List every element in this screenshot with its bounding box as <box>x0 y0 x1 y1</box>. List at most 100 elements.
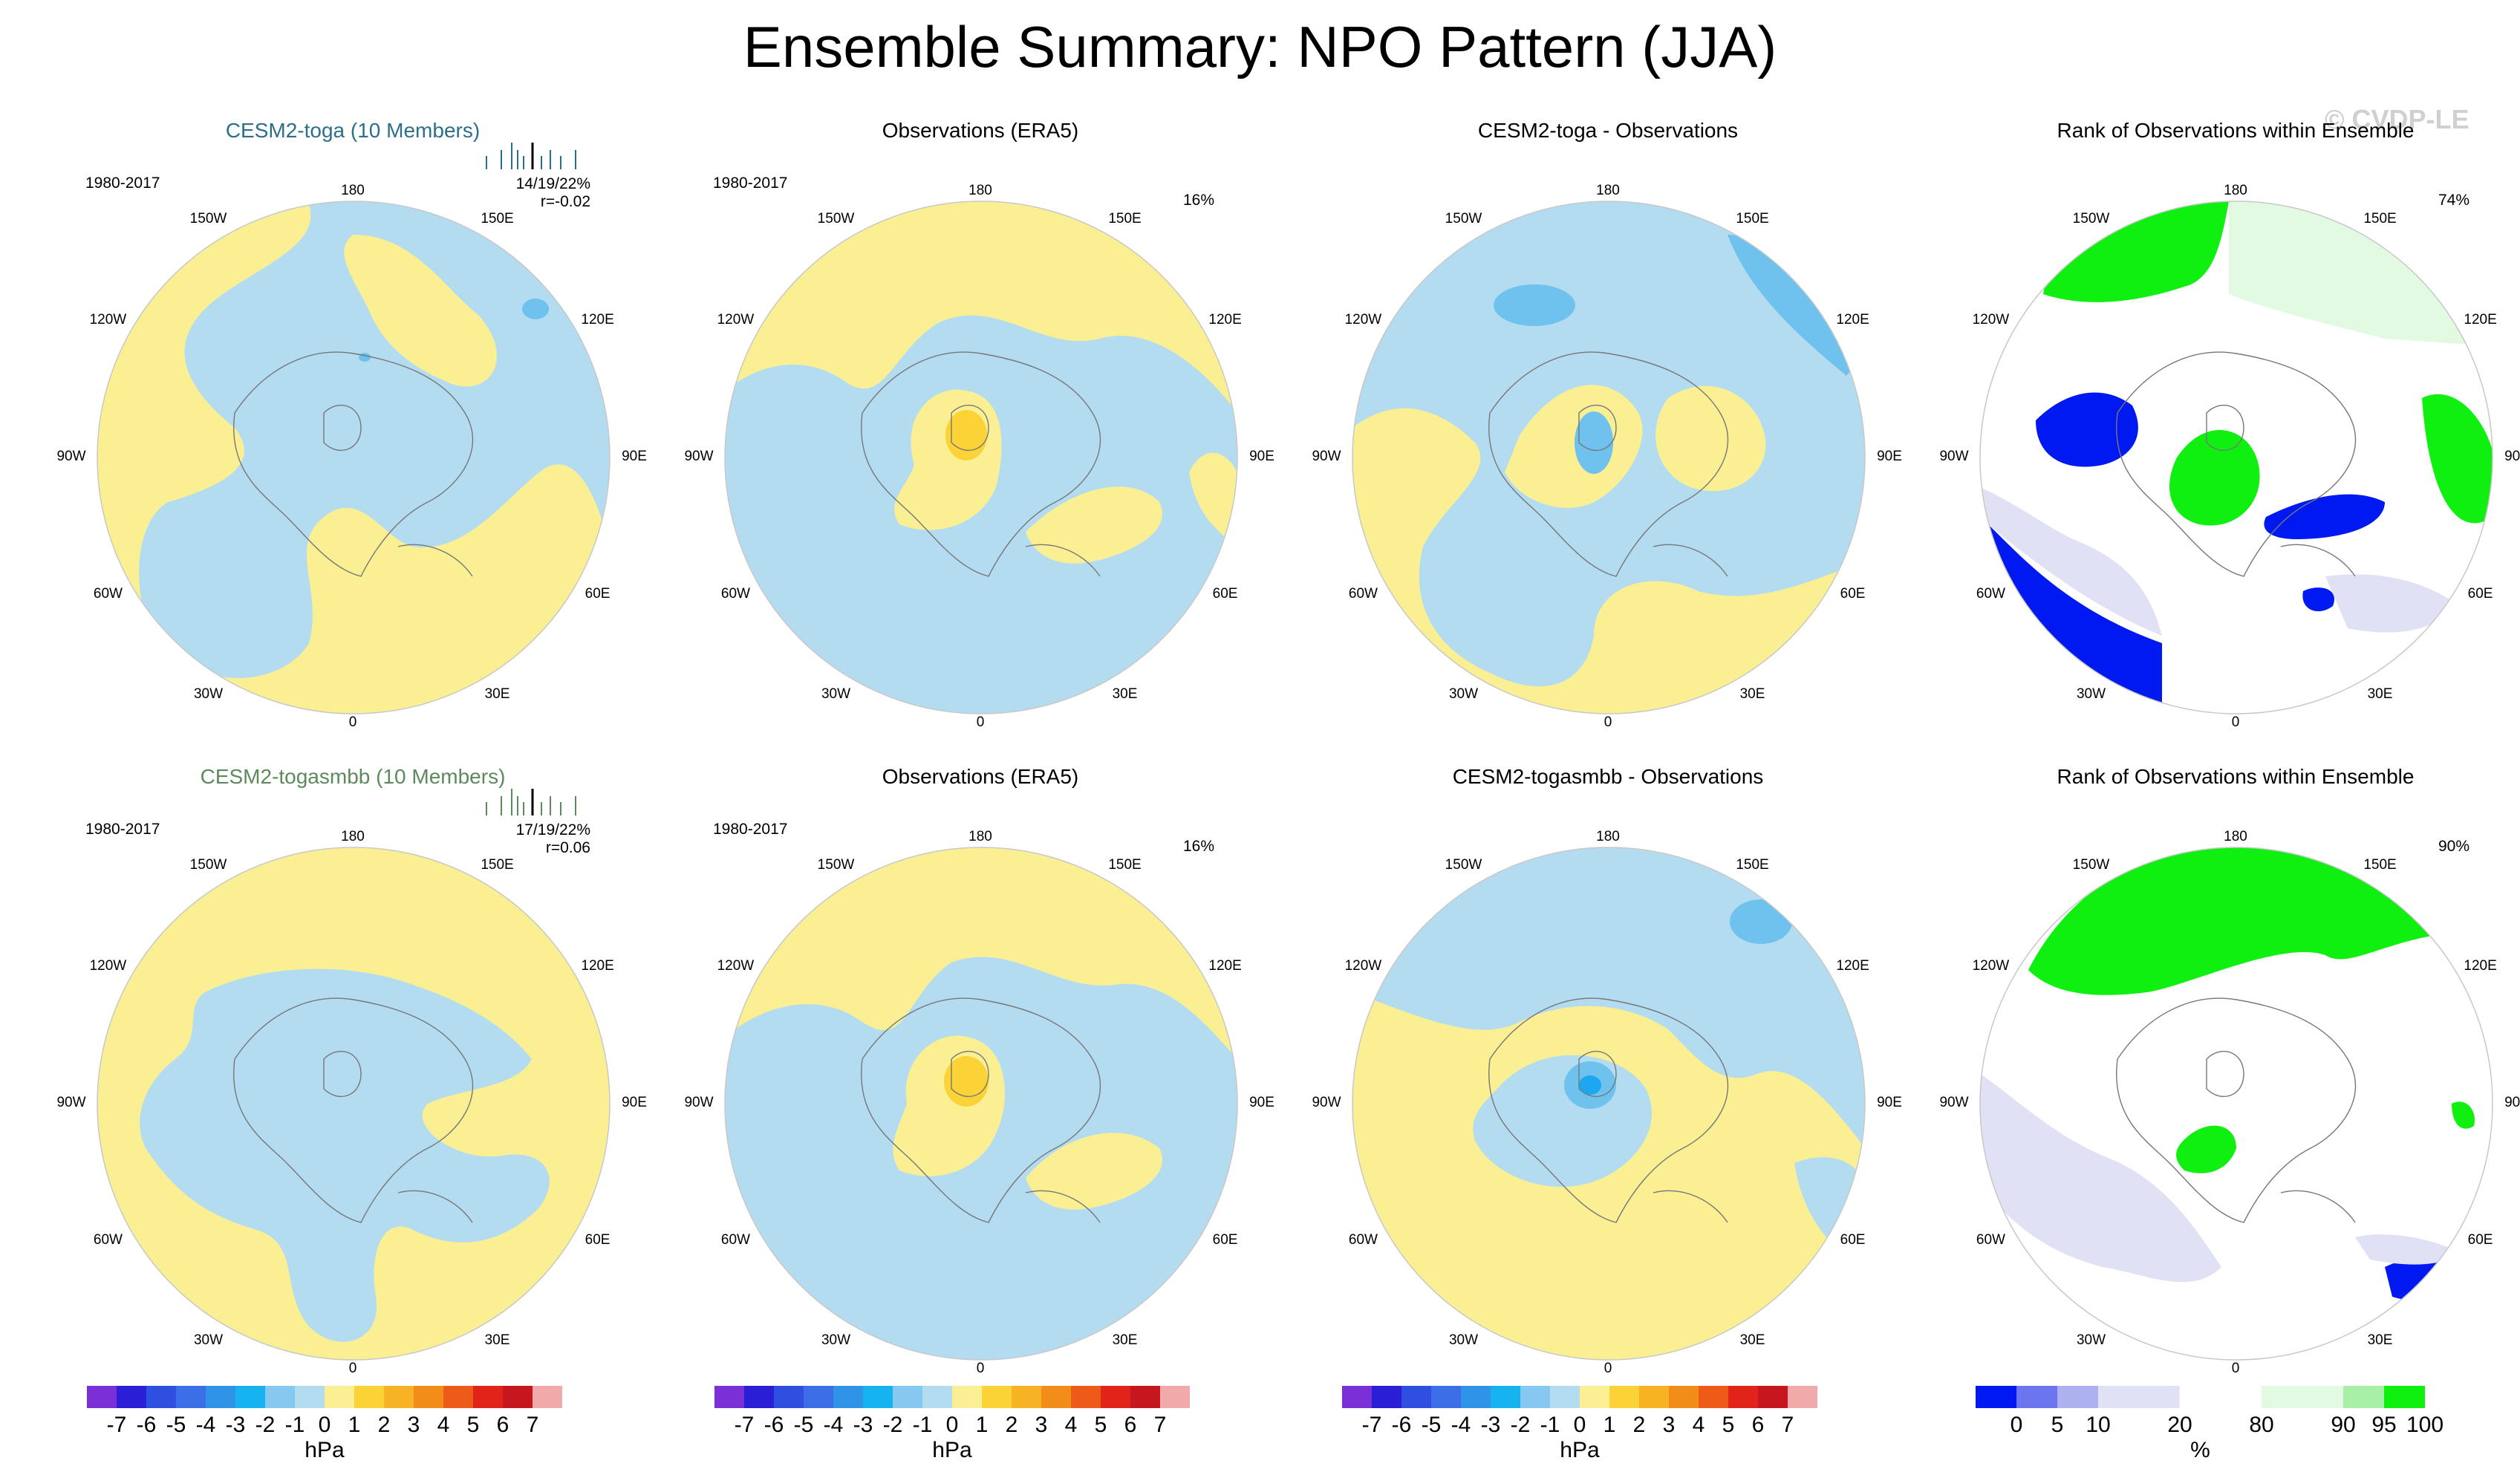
polar-map <box>1979 847 2493 1361</box>
colorbar-tick-label: 20 <box>2167 1413 2192 1437</box>
panel-title: CESM2-toga - Observations <box>1477 119 1739 142</box>
colorbar-tick-label: -4 <box>824 1413 844 1437</box>
longitude-label: 60E <box>1212 1231 1238 1248</box>
longitude-label: 180 <box>2224 183 2247 199</box>
coastline <box>861 997 1101 1223</box>
colorbar-tick-label: 5 <box>1722 1413 1735 1437</box>
colorbar-tick-label: -3 <box>1481 1413 1501 1437</box>
longitude-label: 120W <box>1344 957 1382 974</box>
longitude-label: 60W <box>93 1231 123 1248</box>
colorbar-tick-label: -3 <box>226 1413 246 1437</box>
longitude-label: 0 <box>348 714 357 730</box>
field-region <box>2043 201 2229 302</box>
panel-title: CESM2-togasmbb (10 Members) <box>200 765 506 788</box>
longitude-label: 60W <box>93 585 123 602</box>
field-region <box>2325 574 2459 633</box>
longitude-label: 60W <box>720 1231 750 1248</box>
colorbar-tick-label: -4 <box>196 1413 216 1437</box>
colorbar-swatch <box>414 1386 443 1408</box>
field-region <box>1505 385 1643 508</box>
colorbar-swatch <box>1160 1386 1190 1408</box>
colorbar-tick-label: -2 <box>883 1413 903 1437</box>
longitude-label: 180 <box>968 829 992 845</box>
colorbar-tick-label: 10 <box>2086 1413 2110 1437</box>
coastline <box>1488 997 1729 1223</box>
colorbar-swatch <box>443 1386 473 1408</box>
longitude-label: 180 <box>1596 829 1620 845</box>
map-panel: CESM2-togasmbb (10 Members) 1980-2017 17/1… <box>45 765 661 1404</box>
colorbar-swatch <box>804 1386 833 1408</box>
longitude-label: 30E <box>484 1332 510 1348</box>
colorbar-swatch <box>1431 1386 1461 1408</box>
colorbar-tick-label: 4 <box>1693 1413 1705 1437</box>
colorbar-tick-label: 1 <box>976 1413 989 1437</box>
colorbar-tick-label: 0 <box>946 1413 959 1437</box>
coastline <box>233 351 474 577</box>
longitude-label: 180 <box>1596 183 1620 199</box>
map-panel: CESM2-togasmbb - Observations 180 150E 120E… <box>1300 765 1916 1404</box>
field-region <box>1494 284 1575 326</box>
coastline <box>1488 351 1729 577</box>
longitude-label: 90W <box>1312 449 1341 464</box>
field-region <box>1980 1074 2221 1283</box>
longitude-label: 30E <box>2367 1332 2393 1348</box>
map-panel: Observations (ERA5) 1980-2017 16% 180 150E 12… <box>672 119 1289 758</box>
longitude-label: 0 <box>348 1360 357 1376</box>
longitude-label: 60W <box>1976 1231 2005 1248</box>
coastline <box>233 997 474 1223</box>
colorbar-tick-label: 7 <box>1782 1413 1794 1437</box>
rank-colorbar: 0 5 10 20 80 90 95 100% <box>1976 1385 2444 1462</box>
field-region <box>97 205 610 714</box>
colorbar-tick-label: 2 <box>1633 1413 1646 1437</box>
field-region <box>1730 899 1792 944</box>
colorbar-swatch <box>1550 1386 1580 1408</box>
colorbar-tick-label: 2 <box>378 1413 391 1437</box>
percent-label: 90% <box>2438 838 2469 855</box>
longitude-label: 180 <box>341 183 365 199</box>
longitude-label: 60W <box>1348 1231 1378 1248</box>
colorbar-swatch <box>1609 1386 1639 1408</box>
longitude-label: 30W <box>821 1332 851 1348</box>
panel-title: Rank of Observations within Ensemble <box>2057 119 2415 142</box>
longitude-label: 120W <box>717 957 755 974</box>
colorbar-swatch <box>1130 1386 1160 1408</box>
colorbar-swatch <box>1758 1386 1788 1408</box>
map-border <box>97 201 611 714</box>
longitude-label: 150W <box>817 211 855 227</box>
stats-label: 14/19/22% <box>515 175 590 192</box>
longitude-label: 60W <box>1976 585 2005 602</box>
longitude-label: 150W <box>2072 857 2110 873</box>
colorbar-swatch <box>1101 1386 1130 1408</box>
map-border <box>1979 847 2493 1361</box>
colorbar-swatch <box>922 1386 952 1408</box>
longitude-label: 30E <box>1739 1332 1765 1348</box>
colorbar-tick-label: -1 <box>1540 1413 1560 1437</box>
field-region <box>2422 394 2493 524</box>
colorbar-swatch <box>473 1386 503 1408</box>
colorbar-swatch <box>295 1386 325 1408</box>
colorbar-tick-label: 7 <box>1154 1413 1167 1437</box>
colorbar-swatch <box>1520 1386 1550 1408</box>
field-region <box>1575 411 1613 474</box>
field-region <box>1980 487 2162 636</box>
longitude-label: 60W <box>720 585 750 602</box>
longitude-label: 90E <box>1249 449 1274 464</box>
colorbar-tick-label: 1 <box>348 1413 361 1437</box>
field-region <box>2036 392 2138 467</box>
colorbar-swatch <box>2098 1386 2180 1408</box>
map-panel: Rank of Observations within Ensemble 74% 1… <box>1927 119 2520 758</box>
longitude-label: 120E <box>581 957 614 974</box>
colorbar-swatch <box>982 1386 1012 1408</box>
longitude-label: 120E <box>2464 311 2497 328</box>
colorbar-tick-label: 90 <box>2331 1413 2355 1437</box>
colorbar-swatch <box>503 1386 533 1408</box>
field-region <box>2176 1125 2236 1173</box>
colorbar-swatch <box>1012 1386 1041 1408</box>
longitude-label: 90E <box>1877 1095 1902 1110</box>
longitude-label: 150W <box>2072 211 2110 227</box>
longitude-label: 30E <box>1112 685 1138 702</box>
map-border <box>724 201 1238 714</box>
longitude-label: 150E <box>1108 211 1142 227</box>
colorbar-swatch <box>1580 1386 1609 1408</box>
colorbar-tick-label: -6 <box>137 1413 157 1437</box>
